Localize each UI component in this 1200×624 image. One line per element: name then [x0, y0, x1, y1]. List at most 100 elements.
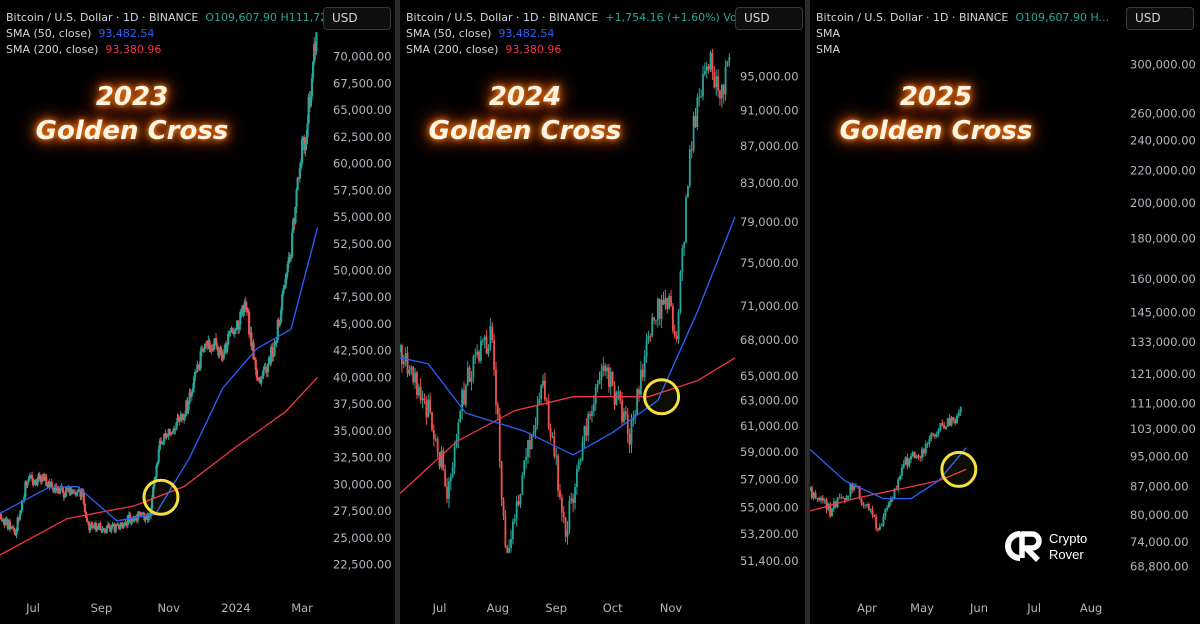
candle-body: [81, 488, 84, 492]
candle-body: [594, 387, 597, 404]
candle-body: [461, 389, 464, 412]
candle-body: [163, 433, 166, 442]
golden-cross-marker: [940, 450, 978, 488]
x-tick-label: Aug: [1080, 601, 1102, 615]
candle-body: [889, 498, 892, 503]
candle-body: [427, 399, 430, 417]
candle-body: [510, 539, 512, 549]
candle-body: [207, 340, 210, 346]
y-tick-label: 95,000.00: [740, 69, 799, 83]
candle-body: [508, 548, 511, 553]
candle-body: [683, 242, 686, 249]
candle-body: [176, 417, 179, 423]
chart-svg-2024[interactable]: 51,400.00 53,200.00 55,000.00 57,000.00 59,0…: [400, 0, 805, 624]
candle-body: [268, 357, 272, 364]
currency-button[interactable]: USD: [1126, 7, 1194, 30]
candle-body: [924, 444, 927, 454]
candle-body: [51, 487, 55, 490]
candle-body: [400, 345, 401, 352]
candle-body: [212, 343, 215, 350]
candle-body: [190, 391, 193, 397]
candle-body: [253, 359, 256, 361]
candle-body: [446, 486, 448, 499]
candle-body: [116, 524, 120, 526]
candle-body: [184, 414, 187, 418]
candle-body: [476, 351, 479, 355]
candle-body: [512, 521, 514, 540]
candle-body: [506, 546, 509, 553]
candle-body: [4, 520, 7, 526]
candle-body: [158, 440, 161, 450]
candle-body: [19, 510, 23, 514]
chart-svg-2025[interactable]: 68,800.00 74,000.00 80,000.00 87,000.00 95,0…: [810, 0, 1200, 624]
currency-button[interactable]: USD: [735, 7, 803, 30]
candle-body: [262, 369, 265, 376]
candle-body: [908, 459, 911, 467]
y-tick-label: 121,000.00: [1130, 367, 1196, 381]
candle-body: [179, 414, 182, 422]
candle-body: [628, 434, 631, 445]
candle-body: [79, 488, 82, 497]
candle-body: [127, 514, 131, 516]
x-tick-label: Apr: [857, 601, 877, 615]
y-tick-label: 55,000.00: [740, 501, 799, 515]
candle-body: [181, 418, 185, 420]
candle-body: [500, 461, 503, 501]
candle-body: [502, 500, 505, 517]
y-tick-label: 53,200.00: [740, 527, 799, 541]
candle-body: [719, 90, 721, 99]
candle-body: [948, 418, 951, 426]
y-tick-label: 111,000.00: [1130, 397, 1196, 411]
candle-body: [675, 335, 678, 340]
candle-body: [157, 449, 160, 462]
candle-body: [649, 336, 652, 338]
y-tick-label: 22,500.00: [333, 558, 392, 572]
candle-body: [587, 414, 590, 436]
candle-body: [472, 356, 475, 378]
golden-cross-title: 2024 Golden Cross: [425, 80, 625, 148]
crypto-rover-logo: Crypto Rover: [1000, 530, 1100, 564]
candle-body: [888, 502, 890, 508]
candle-body: [234, 327, 238, 331]
candle-body: [192, 376, 196, 388]
candle-body: [922, 449, 925, 454]
candle-body: [517, 501, 520, 505]
candle-body: [459, 411, 462, 423]
candle-body: [696, 97, 699, 128]
candle-body: [8, 521, 12, 530]
candle-body: [410, 366, 413, 370]
candle-body: [592, 403, 595, 412]
candle-body: [842, 497, 845, 499]
candle-body: [33, 483, 36, 486]
candle-body: [76, 491, 79, 496]
y-tick-label: 27,500.00: [333, 504, 392, 518]
candle-body: [436, 439, 439, 453]
candle-body: [221, 356, 224, 359]
currency-button[interactable]: USD: [323, 7, 391, 30]
candle-body: [173, 428, 176, 432]
candle-body: [224, 344, 228, 353]
candle-body: [703, 70, 706, 75]
candle-body: [478, 351, 480, 361]
chart-svg-2023[interactable]: 22,500.00 25,000.00 27,500.00 30,000.00 32,5…: [0, 0, 395, 624]
candle-body: [935, 433, 938, 437]
candle-body: [540, 385, 543, 399]
candle-body: [600, 370, 603, 380]
candle-body: [941, 423, 944, 425]
candle-body: [45, 477, 48, 487]
candle-body: [255, 369, 258, 378]
sma50-value: 93,482.54: [498, 27, 555, 40]
candle-body: [867, 504, 870, 510]
candle-body: [99, 523, 102, 531]
candle-body: [623, 411, 625, 422]
candle-body: [688, 149, 691, 186]
y-tick-label: 68,800.00: [1130, 560, 1189, 574]
candle-body: [90, 524, 93, 526]
candle-body: [228, 331, 231, 335]
candle-body: [865, 504, 868, 506]
chart-panel-2023: 22,500.00 25,000.00 27,500.00 30,000.00 32,5…: [0, 0, 395, 624]
candle-body: [168, 429, 171, 434]
candle-body: [217, 346, 220, 356]
y-tick-label: 80,000.00: [1130, 508, 1189, 522]
candle-body: [491, 326, 494, 341]
